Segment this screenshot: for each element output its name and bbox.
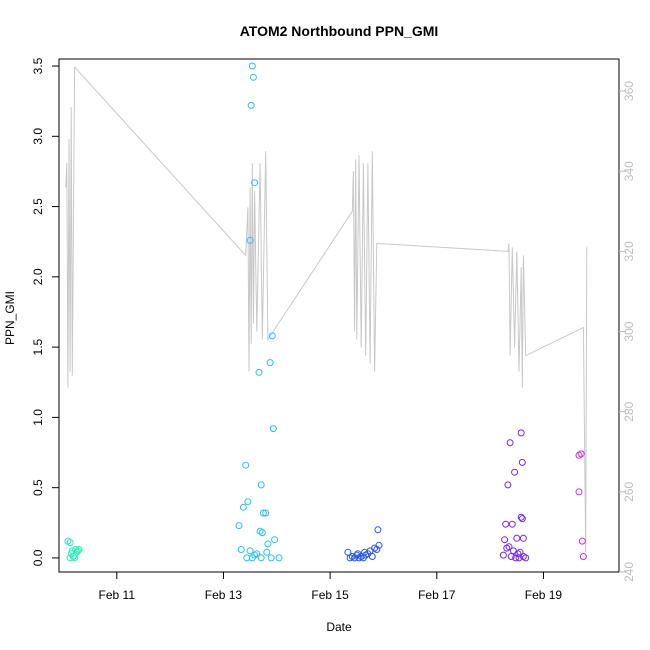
x-axis-label: Date	[326, 620, 352, 634]
data-point-series-2	[266, 359, 274, 367]
data-point-series-5	[577, 450, 585, 458]
data-point-series-4	[518, 458, 526, 466]
data-point-series-2	[255, 368, 263, 376]
data-point-series-2	[271, 536, 279, 544]
data-point-series-3	[374, 526, 382, 534]
data-point-series-2	[251, 179, 259, 187]
data-point-series-2	[246, 547, 254, 555]
data-point-series-1	[69, 553, 77, 560]
data-point-series-2	[249, 73, 257, 81]
data-point-series-2	[246, 236, 254, 244]
data-point-series-2	[257, 481, 265, 489]
y-right-tick-label: 260	[622, 482, 636, 502]
x-axis: Feb 11 Feb 13 Feb 15 Feb 17 Feb 19	[99, 572, 563, 602]
data-point-series-2	[275, 554, 283, 562]
secondary-series-line	[65, 65, 588, 553]
y-axis-left: 0.0 0.5 1.0 1.5 2.0 2.5 3.0 3.5	[31, 57, 59, 566]
data-point-series-4	[511, 468, 519, 476]
y-left-tick-label: 2.0	[31, 268, 45, 285]
data-point-series-5	[579, 553, 587, 560]
y-right-tick-label: 280	[622, 401, 636, 421]
y-right-tick-label: 360	[622, 81, 636, 101]
chart-title: ATOM2 Northbound PPN_GMI	[240, 23, 439, 39]
data-point-series-2	[257, 554, 265, 562]
data-point-series-4	[499, 551, 507, 559]
data-point-series-3	[354, 550, 362, 558]
data-point-series-4	[522, 554, 530, 562]
data-point-series-3	[373, 546, 381, 553]
data-point-series-2	[242, 461, 250, 469]
x-tick-label: Feb 17	[418, 588, 456, 602]
data-point-series-2	[244, 498, 252, 506]
y-left-tick-label: 1.5	[31, 338, 45, 355]
points-layer	[64, 62, 587, 562]
data-point-series-2	[248, 62, 256, 70]
x-tick-label: Feb 11	[99, 588, 136, 602]
data-point-series-2	[267, 554, 275, 562]
data-point-series-4	[512, 554, 520, 562]
y-left-tick-label: 1.0	[31, 409, 45, 426]
data-point-series-4	[508, 520, 516, 528]
data-point-series-2	[247, 101, 255, 109]
data-point-series-4	[506, 439, 514, 447]
data-point-series-4	[502, 520, 510, 528]
data-point-series-4	[513, 534, 521, 542]
data-point-series-2	[263, 548, 271, 556]
data-point-series-4	[515, 554, 523, 562]
data-point-series-2	[251, 551, 259, 559]
data-point-series-1	[66, 554, 74, 562]
x-tick-label: Feb 13	[205, 588, 243, 602]
data-point-series-4	[504, 481, 512, 489]
data-point-series-2	[268, 332, 276, 340]
data-point-series-1	[74, 547, 82, 555]
data-point-series-3	[368, 553, 376, 560]
data-point-series-4	[501, 536, 509, 544]
y-left-tick-label: 3.5	[31, 57, 45, 74]
data-point-series-3	[361, 548, 369, 556]
y-left-tick-label: 0.5	[31, 479, 45, 496]
y-left-tick-label: 3.0	[31, 128, 45, 145]
data-point-series-2	[239, 503, 247, 511]
y-left-tick-label: 0.0	[31, 549, 45, 566]
data-point-series-4	[517, 429, 525, 437]
y-right-tick-label: 300	[622, 321, 636, 341]
plot-frame	[58, 58, 620, 573]
data-point-series-5	[578, 537, 586, 545]
data-point-series-4	[519, 534, 527, 542]
y-left-tick-label: 2.5	[31, 198, 45, 215]
y-right-tick-label: 240	[622, 562, 636, 582]
y-axis-label: PPN_GMI	[3, 291, 17, 345]
data-point-series-5	[575, 488, 583, 496]
y-right-tick-label: 340	[622, 161, 636, 181]
data-point-series-2	[258, 529, 266, 537]
data-point-series-1	[66, 539, 74, 546]
y-axis-right: 240 260 280 300 320 340 360	[619, 81, 636, 582]
data-point-series-4	[517, 513, 525, 521]
data-point-series-2	[235, 522, 243, 530]
data-point-series-2	[269, 425, 277, 433]
data-point-series-4	[505, 543, 513, 551]
data-point-series-3	[375, 541, 383, 549]
data-point-series-1	[75, 546, 83, 553]
x-tick-label: Feb 19	[525, 588, 563, 602]
data-point-series-4	[518, 515, 526, 523]
data-point-series-2	[264, 540, 272, 548]
data-point-series-2	[237, 546, 245, 553]
x-tick-label: Feb 15	[311, 588, 349, 602]
data-point-series-4	[507, 553, 515, 560]
y-right-tick-label: 320	[622, 241, 636, 261]
data-point-series-2	[262, 509, 270, 517]
secondary-line-layer	[65, 65, 588, 553]
data-point-series-2	[259, 509, 267, 517]
